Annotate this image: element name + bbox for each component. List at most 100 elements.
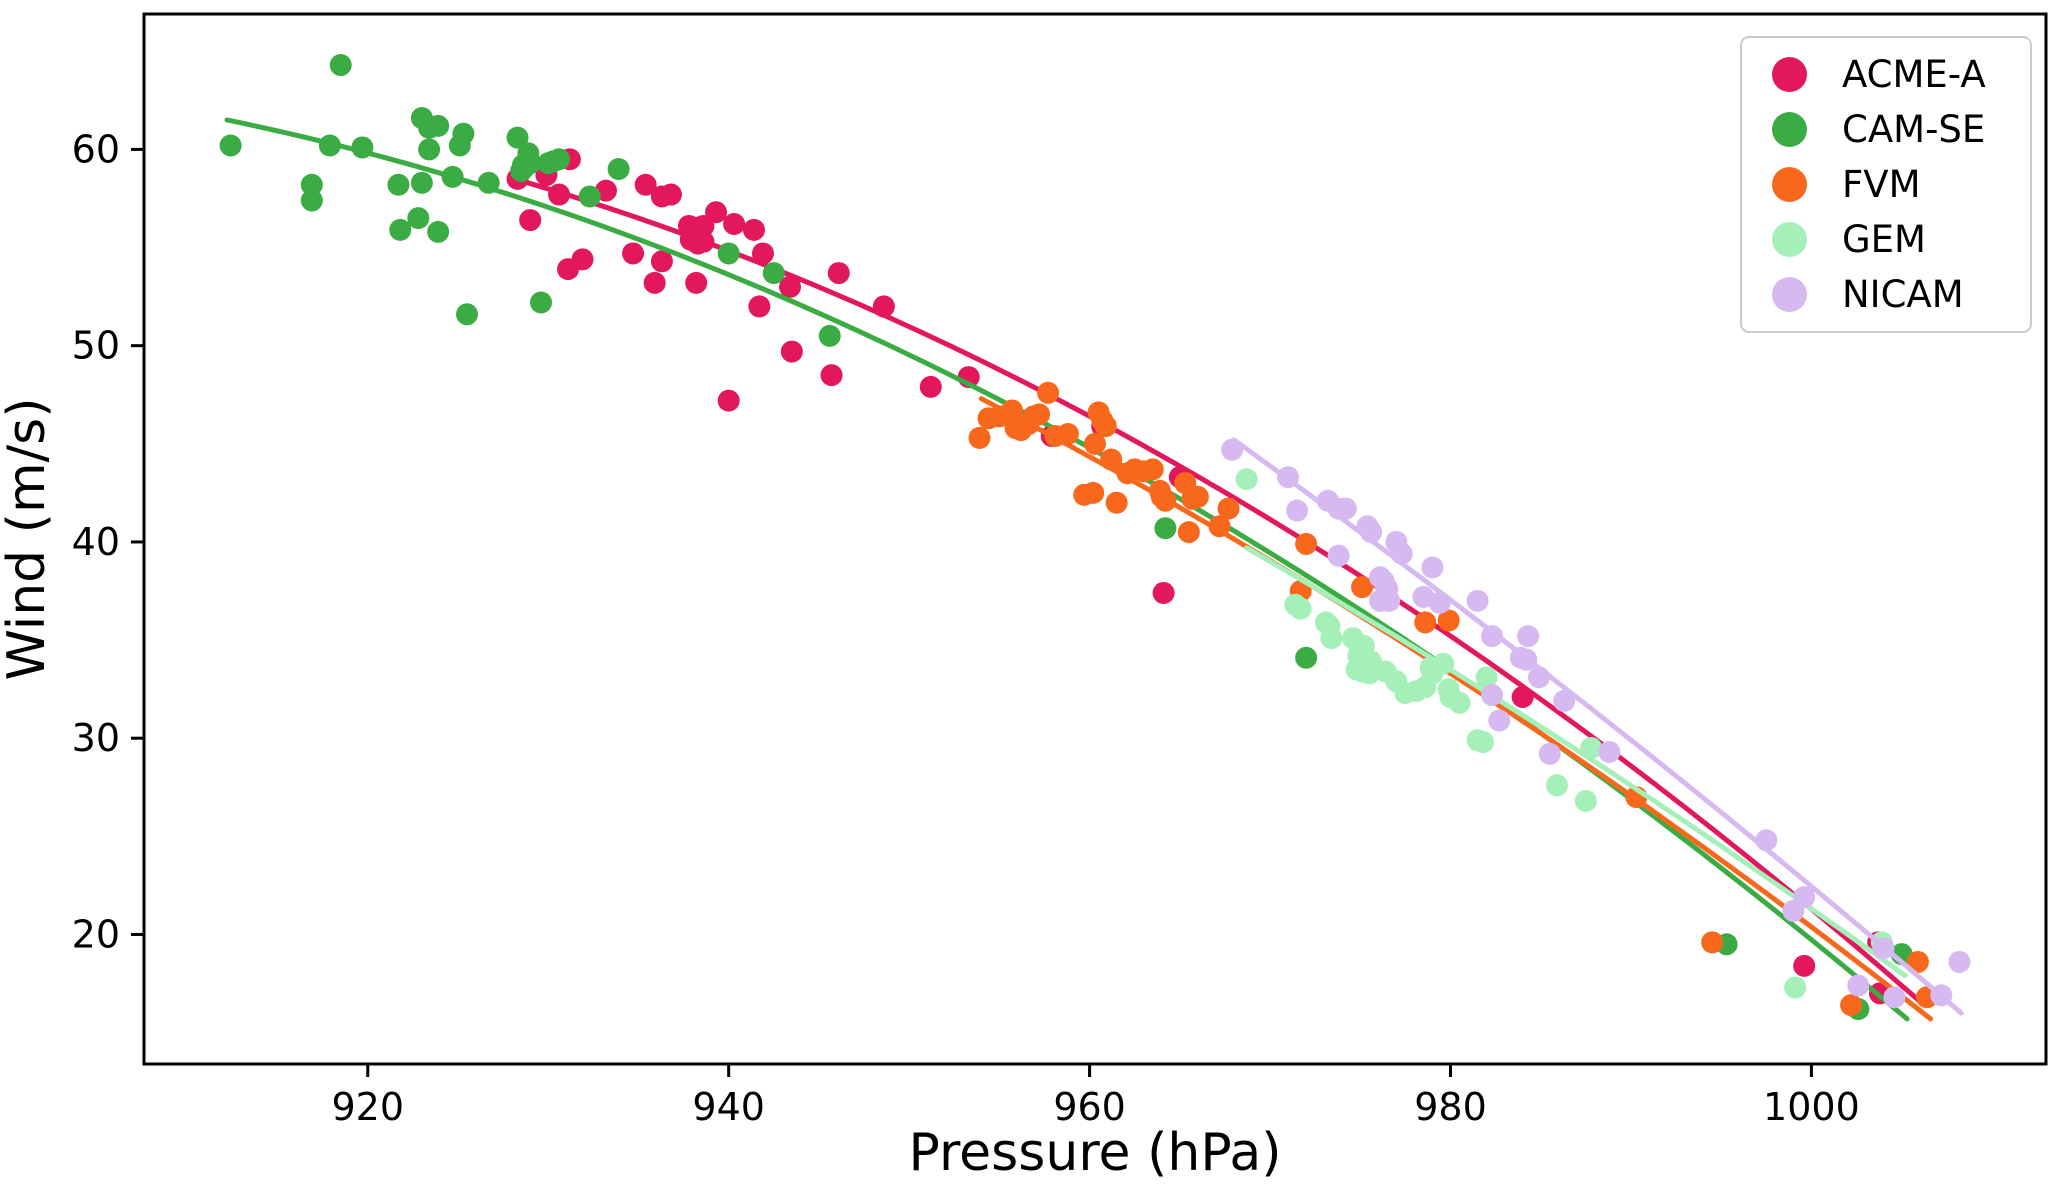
data-point-cam-se xyxy=(506,126,529,149)
data-point-fvm xyxy=(1084,432,1106,455)
data-point-acme-a xyxy=(1152,581,1175,604)
data-point-cam-se xyxy=(548,148,571,171)
data-point-cam-se xyxy=(818,324,841,347)
data-point-cam-se xyxy=(387,173,410,196)
data-point-fvm xyxy=(1141,458,1164,481)
legend-marker-icon xyxy=(1772,57,1807,92)
x-axis-title: Pressure (hPa) xyxy=(909,1123,1282,1183)
legend-item-nicam: NICAM xyxy=(1772,267,2012,322)
data-point-nicam xyxy=(1481,625,1504,648)
data-point-cam-se xyxy=(418,138,441,161)
data-point-acme-a xyxy=(1793,954,1816,977)
data-point-acme-a xyxy=(827,262,850,285)
trend-line-cam-se xyxy=(224,117,1910,1022)
data-point-nicam xyxy=(1553,689,1576,712)
x-tick-label: 960 xyxy=(1053,1085,1126,1129)
data-point-nicam xyxy=(1847,974,1870,997)
data-point-acme-a xyxy=(820,364,843,387)
data-point-acme-a xyxy=(748,295,771,318)
data-point-cam-se xyxy=(329,54,352,77)
data-point-fvm xyxy=(1437,609,1460,632)
data-point-cam-se xyxy=(410,171,433,194)
x-tick-label: 980 xyxy=(1414,1085,1487,1129)
plot-border xyxy=(142,12,2048,1066)
data-point-cam-se xyxy=(427,220,450,243)
data-point-acme-a xyxy=(685,271,708,294)
y-axis-title: Wind (m/s) xyxy=(0,397,57,680)
data-point-nicam xyxy=(1538,742,1561,765)
data-point-gem xyxy=(1320,627,1343,650)
legend-marker-icon xyxy=(1772,277,1807,312)
data-point-cam-se xyxy=(1154,517,1177,540)
data-point-fvm xyxy=(1840,994,1863,1017)
data-point-acme-a xyxy=(622,242,645,265)
data-point-fvm xyxy=(968,426,991,449)
data-point-fvm xyxy=(1906,950,1929,973)
trend-line-gem xyxy=(1244,545,1908,979)
data-point-cam-se xyxy=(717,242,740,265)
legend-marker-icon xyxy=(1772,167,1807,202)
data-point-nicam xyxy=(1334,497,1357,520)
data-point-nicam xyxy=(1598,740,1621,763)
data-point-acme-a xyxy=(751,242,774,265)
data-point-fvm xyxy=(1177,521,1200,544)
y-tick-label: 20 xyxy=(72,912,120,956)
data-point-gem xyxy=(1784,976,1807,999)
data-point-cam-se xyxy=(607,158,630,181)
data-point-cam-se xyxy=(510,160,533,183)
y-tick-label: 30 xyxy=(72,716,120,760)
data-point-acme-a xyxy=(717,389,740,412)
data-point-fvm xyxy=(1094,415,1117,438)
legend-item-gem: GEM xyxy=(1772,212,2012,267)
data-point-cam-se xyxy=(300,173,323,196)
trend-line-acme-a xyxy=(518,178,1923,1004)
data-point-fvm xyxy=(1414,611,1437,634)
data-point-acme-a xyxy=(780,340,803,363)
data-point-nicam xyxy=(1488,709,1511,732)
data-point-cam-se xyxy=(762,262,785,285)
data-point-cam-se xyxy=(427,114,450,137)
data-point-cam-se xyxy=(578,185,601,208)
y-tick-label: 60 xyxy=(72,127,120,171)
data-point-cam-se xyxy=(530,291,553,314)
data-point-gem xyxy=(1448,691,1471,714)
data-point-acme-a xyxy=(571,248,594,271)
series-gem xyxy=(1235,468,1908,999)
data-point-fvm xyxy=(1186,485,1209,508)
y-tick-label: 50 xyxy=(72,324,120,368)
data-point-fvm xyxy=(1217,497,1240,520)
data-point-cam-se xyxy=(389,218,412,241)
data-point-fvm xyxy=(1701,931,1724,954)
legend: ACME-A CAM-SE FVM GEM NICAM xyxy=(1740,36,2032,333)
data-point-nicam xyxy=(1327,544,1350,567)
data-point-gem xyxy=(1471,731,1494,754)
series-acme-a xyxy=(506,148,1923,1005)
data-point-cam-se xyxy=(300,189,323,212)
series-nicam xyxy=(1221,437,1971,1016)
data-point-cam-se xyxy=(407,207,430,230)
data-point-fvm xyxy=(1295,532,1318,555)
data-point-nicam xyxy=(1948,950,1971,973)
data-point-fvm xyxy=(1351,576,1374,599)
x-tick-label: 1000 xyxy=(1763,1085,1860,1129)
data-point-fvm xyxy=(1082,481,1105,504)
data-point-fvm xyxy=(1037,381,1060,404)
legend-label: GEM xyxy=(1842,218,1926,261)
data-point-nicam xyxy=(1421,556,1444,579)
x-tick-label: 940 xyxy=(692,1085,765,1129)
data-point-fvm xyxy=(1105,491,1128,514)
data-point-gem xyxy=(1574,790,1597,813)
data-point-nicam xyxy=(1481,684,1504,707)
data-point-fvm xyxy=(1028,403,1051,426)
data-point-acme-a xyxy=(643,271,666,294)
data-point-cam-se xyxy=(1295,646,1318,669)
series-cam-se xyxy=(219,54,1913,1022)
data-point-cam-se xyxy=(448,134,471,157)
x-tick-label: 920 xyxy=(331,1085,404,1129)
legend-item-acme-a: ACME-A xyxy=(1772,47,2012,102)
data-point-acme-a xyxy=(742,218,765,241)
data-point-acme-a xyxy=(779,275,802,298)
data-point-acme-a xyxy=(519,209,542,232)
data-point-gem xyxy=(1358,662,1381,685)
